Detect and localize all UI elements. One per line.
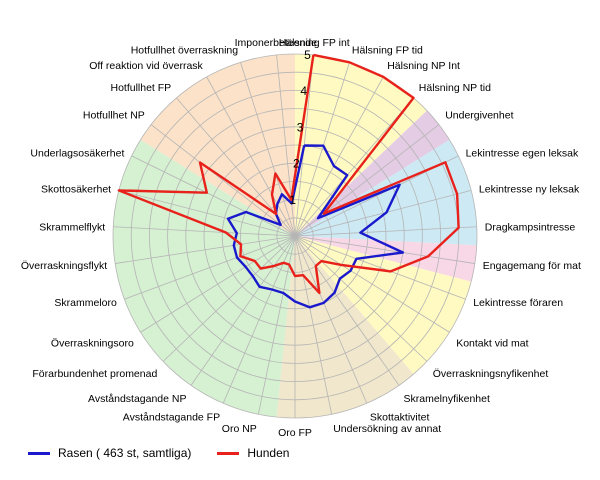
legend-swatch-hunden (217, 451, 240, 455)
tick-label-2: 2 (293, 157, 300, 171)
category-label-22: Överraskningsflykt (21, 260, 107, 272)
category-label-1: Hälsning FP tid (352, 45, 423, 57)
radar-grid (112, 53, 478, 419)
grid-spoke-26 (150, 124, 296, 237)
grid-spoke-23 (113, 226, 296, 237)
grid-spoke-1 (294, 62, 350, 237)
category-label-0: Hälsning FP int (279, 37, 350, 49)
category-label-2: Hälsning NP Int (387, 60, 460, 72)
series-lines (117, 53, 460, 309)
category-label-15: Oro FP (278, 427, 312, 439)
category-label-24: Skottosäkerhet (41, 183, 111, 195)
category-label-21: Skrammeloro (54, 297, 117, 309)
grid-spoke-28 (206, 76, 296, 237)
category-label-19: Förarbundenhet promenad (32, 368, 157, 380)
legend: Rasen ( 463 st, samtliga) Hunden (28, 446, 289, 460)
grid-spoke-30 (276, 54, 296, 237)
grid-spoke-21 (124, 235, 296, 300)
grid-spoke-22 (115, 235, 296, 264)
legend-label-hunden: Hunden (247, 446, 290, 460)
category-label-14: Undersökning av annat (333, 423, 441, 435)
sector-6 (112, 139, 295, 418)
legend-label-rasen: Rasen ( 463 st, samtliga) (58, 446, 192, 460)
grid-spoke-9 (294, 235, 466, 300)
grid-spoke-13 (294, 235, 368, 404)
category-label-12: Skramelnyfikenhet (404, 393, 490, 405)
series-line-0 (226, 144, 405, 309)
legend-item-rasen: Rasen ( 463 st, samtliga) (28, 446, 191, 460)
category-label-8: Engagemang för mat (483, 260, 581, 272)
legend-item-hunden: Hunden (217, 446, 289, 460)
category-label-27: Hotfullhet FP (110, 82, 171, 94)
grid-spoke-2 (294, 76, 384, 237)
series-line-1 (117, 53, 460, 295)
category-label-3: Hälsning NP tid (419, 82, 491, 94)
category-label-9: Lekintresse föraren (473, 297, 563, 309)
category-label-23: Skrammelflykt (39, 221, 105, 233)
grid-spoke-19 (162, 235, 296, 362)
category-label-16: Oro NP (222, 423, 257, 435)
sector-4 (295, 236, 472, 375)
grid-spoke-29 (240, 62, 296, 237)
category-label-30: Imponerbeteende (235, 37, 317, 49)
tick-label-3: 3 (297, 120, 304, 134)
category-label-26: Hotfullhet NP (83, 110, 145, 122)
grid-spoke-3 (294, 97, 414, 237)
category-label-17: Avståndstagande FP (123, 412, 220, 424)
grid-spoke-10 (294, 235, 450, 333)
tick-label-1: 1 (289, 193, 296, 207)
sector-5 (276, 236, 414, 418)
category-label-29: Hotfullhet överraskning (131, 45, 239, 57)
grid-spoke-7 (294, 226, 477, 237)
grid-spoke-12 (294, 235, 400, 386)
grid-spoke-24 (118, 189, 296, 237)
sector-0 (295, 54, 427, 236)
category-label-10: Kontakt vid mat (456, 338, 528, 350)
grid-spoke-6 (294, 189, 472, 237)
category-label-7: Dragkampsintresse (485, 221, 576, 233)
category-label-20: Överraskningsoro (51, 338, 134, 350)
radial-tick-labels: 1 2 3 4 5 (289, 48, 311, 207)
tick-label-4: 4 (300, 84, 307, 98)
background-sectors (112, 54, 478, 418)
tick-label-5: 5 (304, 48, 311, 62)
category-label-25: Underlagsosäkerhet (30, 147, 124, 159)
sector-2 (295, 139, 478, 246)
grid-spoke-25 (131, 155, 296, 237)
category-label-28: Off reaktion vid överrask (89, 60, 203, 72)
category-label-13: Skottaktivitet (370, 412, 430, 424)
sector-1 (295, 110, 450, 236)
grid-spoke-11 (294, 235, 428, 362)
grid-spoke-14 (294, 235, 333, 415)
grid-spoke-20 (140, 235, 296, 333)
category-label-11: Överraskningsnyfikenhet (433, 368, 549, 380)
category-label-18: Avståndstagande NP (88, 393, 186, 405)
category-label-4: Undergivenhet (445, 110, 513, 122)
grid-spoke-8 (294, 235, 475, 264)
grid-spoke-18 (190, 235, 296, 386)
category-label-5: Lekintresse egen leksak (466, 147, 579, 159)
legend-swatch-rasen (28, 451, 50, 455)
category-label-6: Lekintresse ny leksak (479, 183, 580, 195)
sector-3 (295, 236, 477, 282)
